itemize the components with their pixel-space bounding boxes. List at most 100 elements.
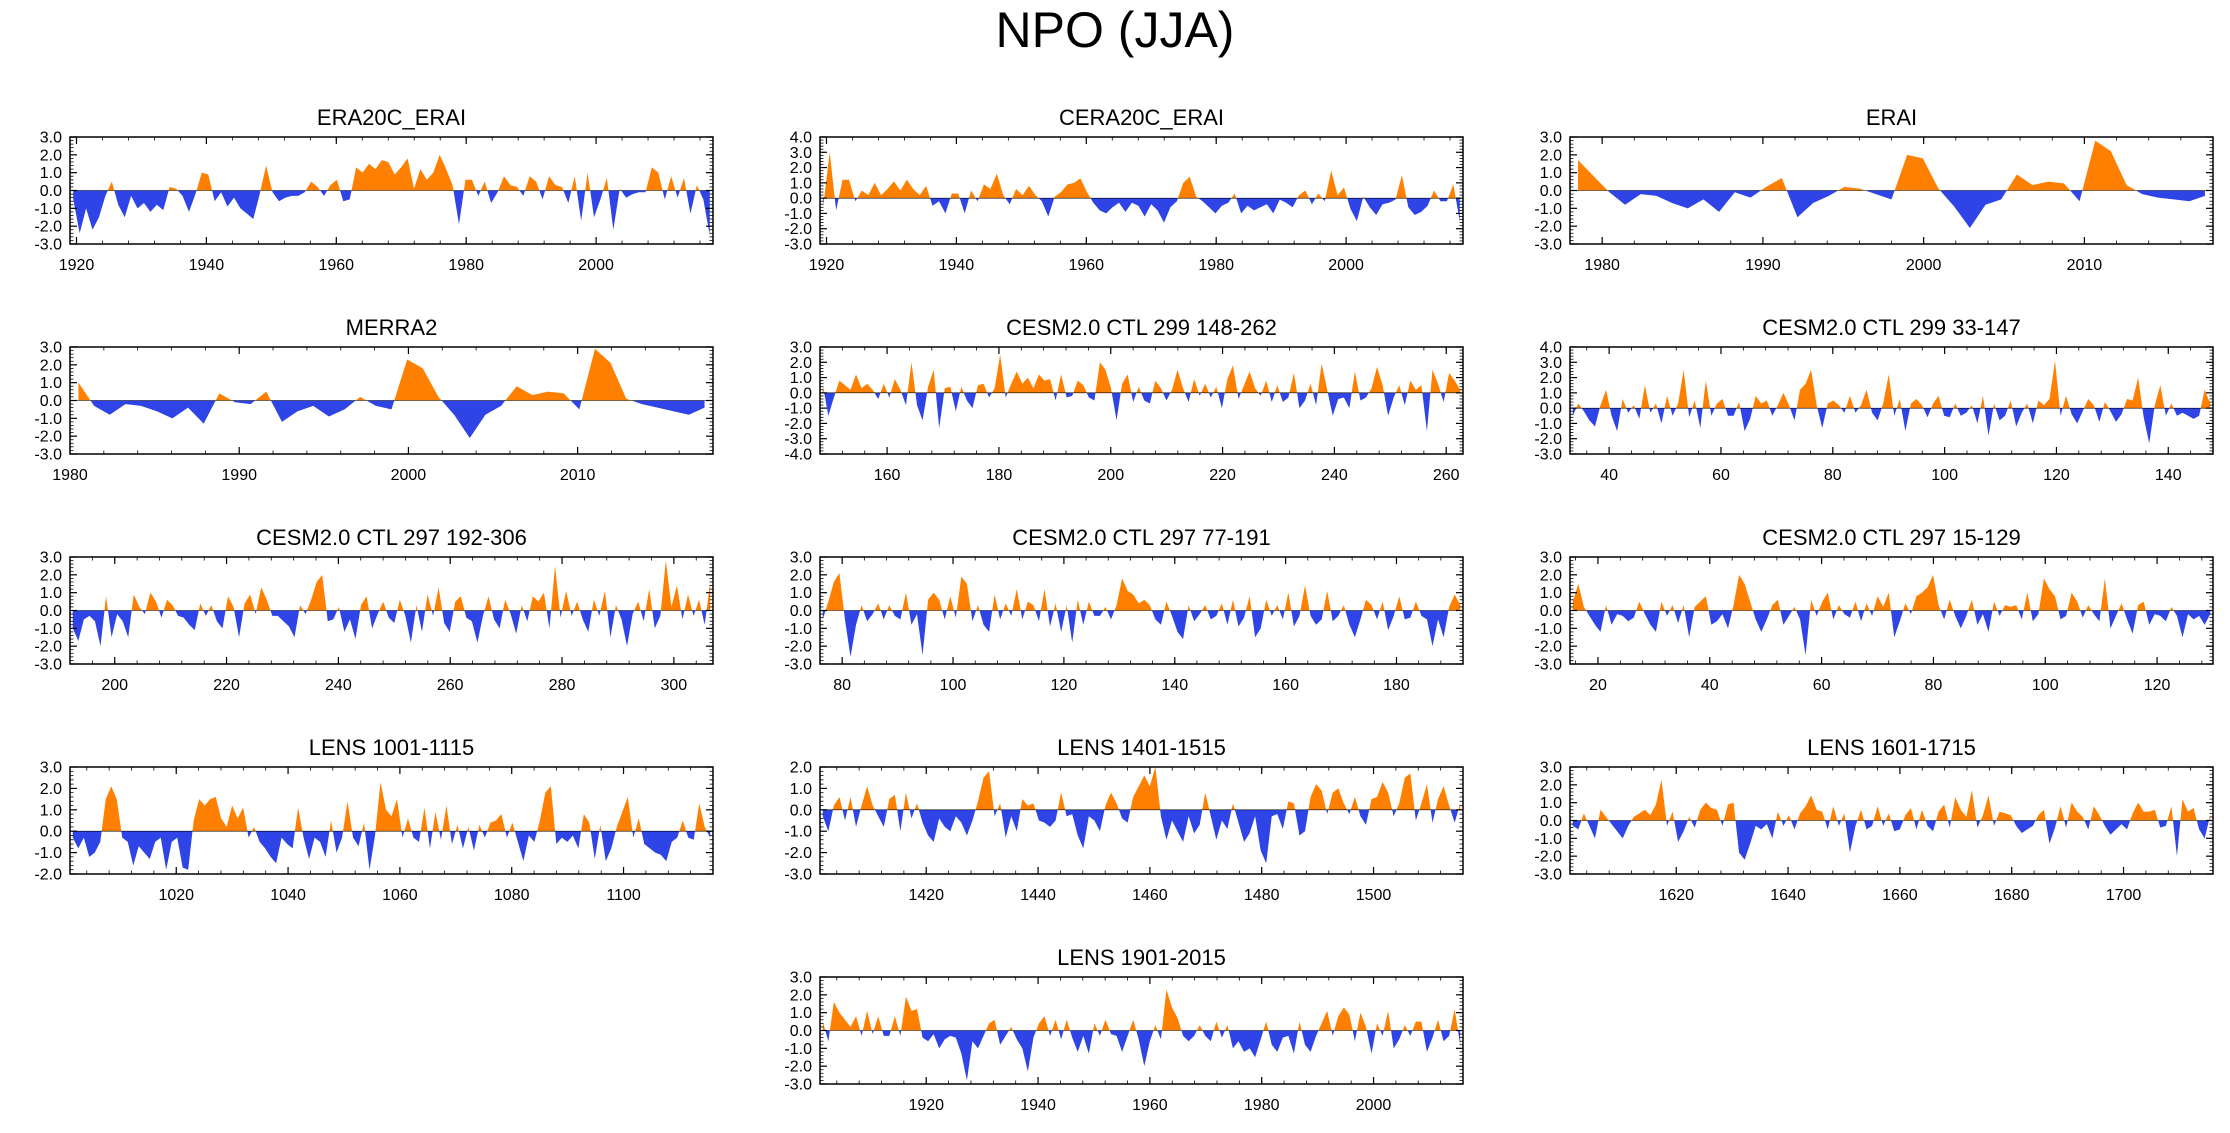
positive-area-series xyxy=(72,781,711,832)
positive-area-series xyxy=(72,560,711,611)
panel-title: LENS 1601-1715 xyxy=(1807,735,1976,760)
y-tick-label: 3.0 xyxy=(790,550,812,567)
chart-panel-cesm2-0-ctl-299-148-262: CESM2.0 CTL 299 148-2623.02.01.00.0-1.0-… xyxy=(784,315,1464,484)
x-tick-label: 1990 xyxy=(221,467,257,484)
y-tick-label: -3.0 xyxy=(34,657,62,674)
y-tick-label: -3.0 xyxy=(784,1077,812,1094)
y-tick-label: 0.0 xyxy=(790,1023,812,1040)
negative-area-series xyxy=(822,610,1461,657)
y-tick-label: 0.0 xyxy=(790,191,812,208)
y-tick-label: -2.0 xyxy=(784,1059,812,1076)
panel-title: LENS 1901-2015 xyxy=(1057,945,1226,970)
y-tick-label: -1.0 xyxy=(784,621,812,638)
y-tick-label: 2.0 xyxy=(1540,147,1562,164)
y-tick-label: -3.0 xyxy=(34,447,62,464)
x-tick-label: 60 xyxy=(1712,467,1730,484)
plot-frame xyxy=(819,136,1464,245)
y-tick-label: 2.0 xyxy=(40,781,62,798)
y-tick-label: -4.0 xyxy=(784,447,812,464)
y-tick-label: -2.0 xyxy=(784,416,812,433)
negative-area-series xyxy=(1572,610,2211,656)
y-tick-label: -3.0 xyxy=(1534,447,1562,464)
y-tick-label: 3.0 xyxy=(40,340,62,357)
chart-panel-lens-1001-1115: LENS 1001-1115 3.0 2.0 1.0 0.0 -1.0 -2.0 1020 10… xyxy=(34,735,714,904)
x-tick-label: 120 xyxy=(2144,677,2171,694)
x-tick-label: 1460 xyxy=(1132,887,1168,904)
y-tick-label: -2.0 xyxy=(784,221,812,238)
y-tick-label: 0.0 xyxy=(790,603,812,620)
chart-panel-lens-1601-1715: LENS 1601-1715 3.02.01.00.0-1.0-2.0-3.0 16… xyxy=(1534,735,2214,904)
negative-area-series xyxy=(1572,820,2211,860)
x-tick-label: 1980 xyxy=(1584,257,1620,274)
x-tick-label: 1940 xyxy=(189,257,225,274)
x-tick-label: 1660 xyxy=(1882,887,1918,904)
y-tick-label: 2.0 xyxy=(790,567,812,584)
x-tick-label: 1080 xyxy=(494,887,530,904)
y-tick-label: 3.0 xyxy=(790,145,812,162)
y-tick-label: -2.0 xyxy=(1534,431,1562,448)
y-tick-label: 2.0 xyxy=(40,147,62,164)
y-tick-label: 0.0 xyxy=(790,385,812,402)
x-tick-label: 1100 xyxy=(606,887,641,904)
negative-area-series xyxy=(822,392,1461,432)
plot-frame xyxy=(69,766,714,875)
y-tick-label: -1.0 xyxy=(1534,201,1562,218)
negative-area-series xyxy=(1578,190,2205,228)
x-tick-label: 1680 xyxy=(1994,887,2030,904)
chart-panel-lens-1901-2015: LENS 1901-2015 3.02.01.00.0-1.0-2.0-3.0 19… xyxy=(784,945,1464,1114)
x-tick-label: 300 xyxy=(661,677,688,694)
y-tick-label: 2.0 xyxy=(790,760,812,777)
panel-title: ERAI xyxy=(1866,105,1917,130)
x-tick-label: 200 xyxy=(1097,467,1124,484)
y-tick-label: 1.0 xyxy=(790,175,812,192)
x-tick-label: 1700 xyxy=(2106,887,2142,904)
y-tick-label: -2.0 xyxy=(1534,219,1562,236)
y-tick-label: -3.0 xyxy=(1534,237,1562,254)
y-tick-label: 3.0 xyxy=(40,130,62,147)
x-tick-label: 260 xyxy=(1433,467,1460,484)
chart-panel-cesm2-0-ctl-297-15-129: CESM2.0 CTL 297 15-129 3.02.01.00.0-1.0-2… xyxy=(1534,525,2214,694)
chart-panel-merra2: MERRA2 3.02.01.00.0-1.0-2.0-3.0 1980 1990 20… xyxy=(34,315,714,484)
y-tick-label: -2.0 xyxy=(784,845,812,862)
x-tick-label: 140 xyxy=(2155,467,2182,484)
y-tick-label: 0.0 xyxy=(1540,813,1562,830)
y-tick-label: -2.0 xyxy=(34,639,62,656)
y-tick-label: 1.0 xyxy=(40,585,62,602)
x-tick-label: 220 xyxy=(1209,467,1236,484)
negative-area-series xyxy=(72,610,711,647)
y-tick-label: -1.0 xyxy=(34,621,62,638)
panel-title: CESM2.0 CTL 299 33-147 xyxy=(1762,315,2020,340)
x-tick-label: 120 xyxy=(1051,677,1078,694)
positive-area-series xyxy=(822,767,1461,810)
x-tick-label: 1620 xyxy=(1658,887,1694,904)
positive-area-series xyxy=(78,348,705,401)
negative-area-series xyxy=(78,400,705,438)
y-tick-label: -1.0 xyxy=(784,1041,812,1058)
x-tick-label: 1980 xyxy=(1198,257,1234,274)
x-tick-label: 2000 xyxy=(578,257,614,274)
x-tick-label: 280 xyxy=(549,677,576,694)
chart-panel-cesm2-0-ctl-299-33-147: CESM2.0 CTL 299 33-147 4.03.02.01.00.0-1.… xyxy=(1534,315,2214,484)
negative-area-series xyxy=(823,198,1460,223)
negative-area-series xyxy=(822,1030,1461,1081)
panel-title: CESM2.0 CTL 297 77-191 xyxy=(1012,525,1270,550)
y-tick-label: -2.0 xyxy=(34,429,62,446)
x-tick-label: 60 xyxy=(1813,677,1831,694)
x-tick-label: 1480 xyxy=(1244,887,1280,904)
x-tick-label: 1020 xyxy=(158,887,194,904)
y-tick-label: 3.0 xyxy=(40,550,62,567)
x-tick-label: 240 xyxy=(325,677,352,694)
y-tick-label: -3.0 xyxy=(1534,867,1562,884)
negative-area-series xyxy=(822,809,1461,864)
y-tick-label: -3.0 xyxy=(784,431,812,448)
x-tick-label: 80 xyxy=(833,677,851,694)
x-tick-label: 180 xyxy=(1383,677,1410,694)
y-tick-label: -1.0 xyxy=(1534,621,1562,638)
chart-panel-cesm2-0-ctl-297-77-191: CESM2.0 CTL 297 77-191 3.02.01.00.0-1.0-2… xyxy=(784,525,1464,694)
plot-frame xyxy=(819,346,1464,455)
x-tick-label: 1920 xyxy=(59,257,95,274)
x-tick-label: 220 xyxy=(213,677,240,694)
y-tick-label: -3.0 xyxy=(784,657,812,674)
x-tick-label: 260 xyxy=(437,677,464,694)
y-tick-label: -1.0 xyxy=(34,201,62,218)
